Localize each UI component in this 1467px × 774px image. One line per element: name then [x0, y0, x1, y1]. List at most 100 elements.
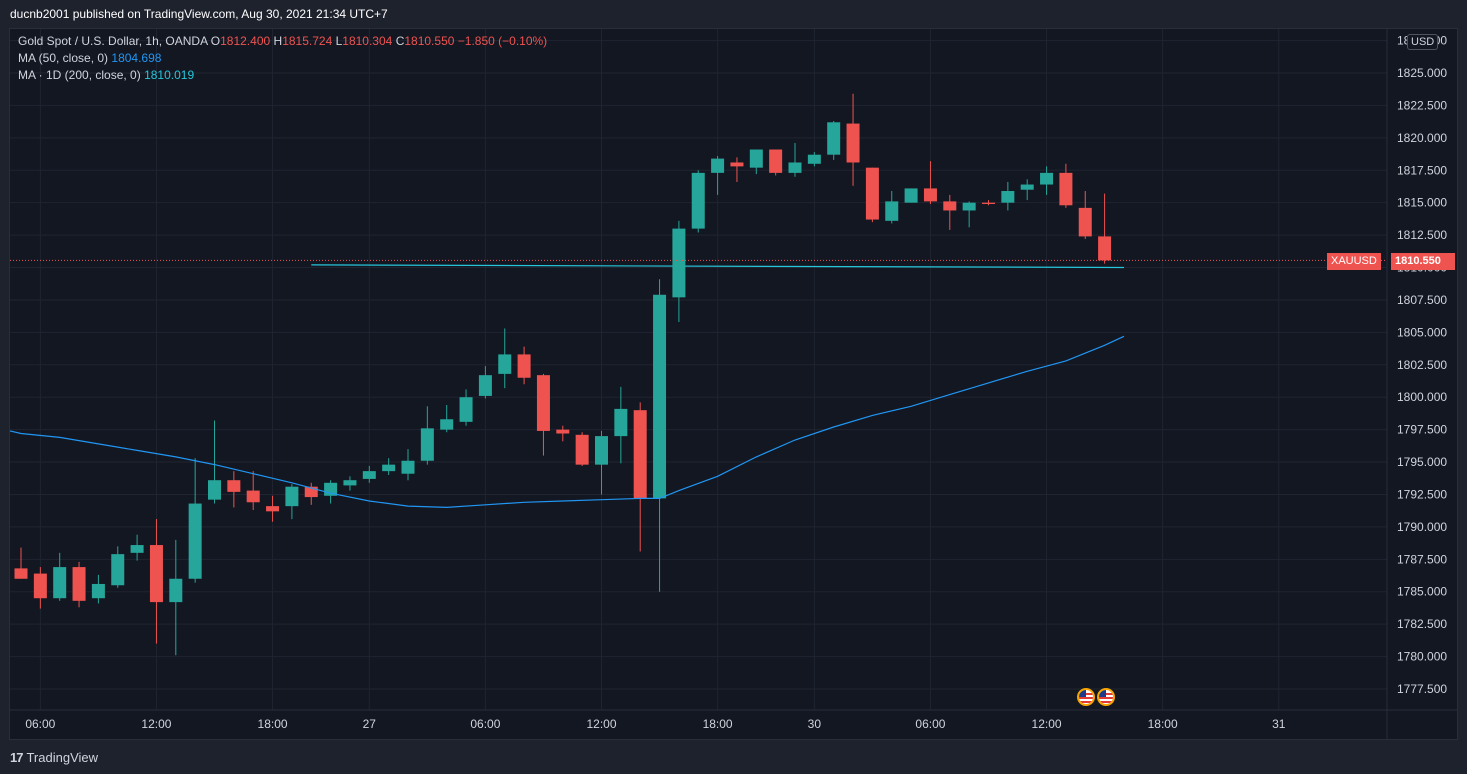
candle-up [595, 430, 608, 495]
high-label: H [273, 34, 283, 48]
price-tick-label: 1802.500 [1397, 358, 1447, 372]
candle-up [749, 149, 763, 175]
candle-up [188, 458, 202, 583]
candle-body [188, 503, 202, 579]
price-tick-label: 1800.000 [1397, 390, 1447, 404]
candle-down [33, 567, 47, 609]
candle-body [498, 354, 512, 374]
ma200-label[interactable]: MA · 1D (200, close, 0) [18, 68, 141, 82]
candle-body [556, 429, 570, 434]
candle-body [943, 201, 957, 211]
candle-body [536, 375, 550, 431]
candle-body [478, 375, 492, 396]
chart-legend: Gold Spot / U.S. Dollar, 1h, OANDA O1812… [18, 33, 547, 84]
ma50-line [9, 335, 1125, 509]
candle-up [1020, 179, 1034, 201]
candle-body [304, 486, 318, 498]
candle-down [246, 471, 260, 511]
candle-up [498, 328, 512, 389]
time-tick-label: 06:00 [25, 717, 55, 731]
candle-body [807, 154, 821, 164]
price-tick-label: 1815.000 [1397, 196, 1447, 210]
candle-down [846, 93, 860, 186]
candle-up [672, 220, 686, 322]
candles-group [14, 93, 1112, 656]
time-tick-label: 18:00 [258, 717, 288, 731]
candle-body [362, 471, 376, 479]
candle-up [420, 406, 434, 465]
price-tick-label: 1790.000 [1397, 520, 1447, 534]
candle-body [1020, 184, 1034, 190]
candle-up [962, 201, 976, 228]
footer-bar: 17 TradingView [0, 742, 1467, 774]
candle-body [266, 506, 280, 512]
candle-up [904, 188, 918, 203]
currency-button[interactable]: USD [1407, 34, 1439, 50]
candle-body [382, 464, 396, 472]
time-tick-label: 31 [1272, 717, 1286, 731]
candle-up [711, 155, 725, 195]
candle-down [730, 157, 744, 182]
candle-body [846, 123, 860, 163]
candle-body [769, 149, 783, 173]
candle-body [1059, 172, 1073, 206]
candle-up [91, 574, 105, 604]
candle-up [285, 484, 299, 520]
candle-up [1040, 166, 1054, 195]
candlestick-chart[interactable]: 1777.500 1780.000 1782.500 1785.000 1787.500… [0, 0, 1467, 742]
candle-body [614, 408, 628, 437]
candle-up [130, 534, 144, 561]
price-tick-label: 1805.000 [1397, 325, 1447, 339]
candle-body [169, 578, 183, 603]
candle-down [536, 373, 550, 456]
candle-down [517, 346, 531, 385]
candle-up [478, 366, 492, 399]
candle-body [343, 480, 357, 486]
candle-body [517, 354, 531, 378]
candle-up [382, 458, 396, 476]
candle-down [575, 432, 589, 466]
candle-body [246, 490, 260, 503]
ma50-label[interactable]: MA (50, close, 0) [18, 51, 109, 65]
price-tick-label: 1797.500 [1397, 423, 1447, 437]
candle-up [653, 279, 667, 592]
time-axis[interactable]: 06:00 12:00 18:00 27 06:00 12:00 18:00 30 06:00 1… [10, 709, 1458, 731]
candle-body [227, 480, 241, 492]
time-tick-label: 12:00 [141, 717, 171, 731]
price-axis[interactable]: 1777.500 1780.000 1782.500 1785.000 1787.500… [1386, 29, 1447, 740]
tradingview-logo[interactable]: 17 TradingView [10, 750, 98, 765]
tradingview-logo-icon: 17 [10, 750, 24, 765]
candle-body [130, 545, 144, 553]
candle-up [459, 389, 473, 426]
legend-ma200-row: MA · 1D (200, close, 0) 1810.019 [18, 67, 547, 84]
us-flag-icon[interactable] [1097, 688, 1115, 706]
us-flag-icon[interactable] [1077, 688, 1095, 706]
candle-body [865, 167, 879, 220]
candle-up [53, 552, 67, 601]
candle-body [1040, 172, 1054, 185]
candle-down [982, 200, 995, 206]
candle-up [788, 143, 802, 177]
low-label: L [335, 34, 343, 48]
candle-up [691, 170, 705, 233]
candle-body [459, 397, 473, 422]
candle-up [807, 152, 821, 167]
candle-down [14, 547, 28, 579]
candle-body [788, 162, 802, 173]
ma200-line [311, 264, 1125, 269]
time-tick-label: 18:00 [703, 717, 733, 731]
candle-body [575, 434, 589, 465]
candle-body [827, 122, 841, 155]
open-label: O [210, 34, 221, 48]
price-tick-label: 1807.500 [1397, 293, 1447, 307]
candle-body [904, 188, 918, 203]
candle-body [885, 201, 899, 221]
candle-body [749, 149, 763, 168]
candle-down [1078, 191, 1092, 239]
symbol-description[interactable]: Gold Spot / U.S. Dollar, 1h, OANDA [18, 34, 208, 48]
candle-body [401, 460, 415, 474]
candle-body [1001, 191, 1015, 203]
ma200-value: 1810.019 [144, 68, 195, 82]
chart-pane[interactable] [9, 28, 1458, 740]
time-tick-label: 12:00 [586, 717, 616, 731]
